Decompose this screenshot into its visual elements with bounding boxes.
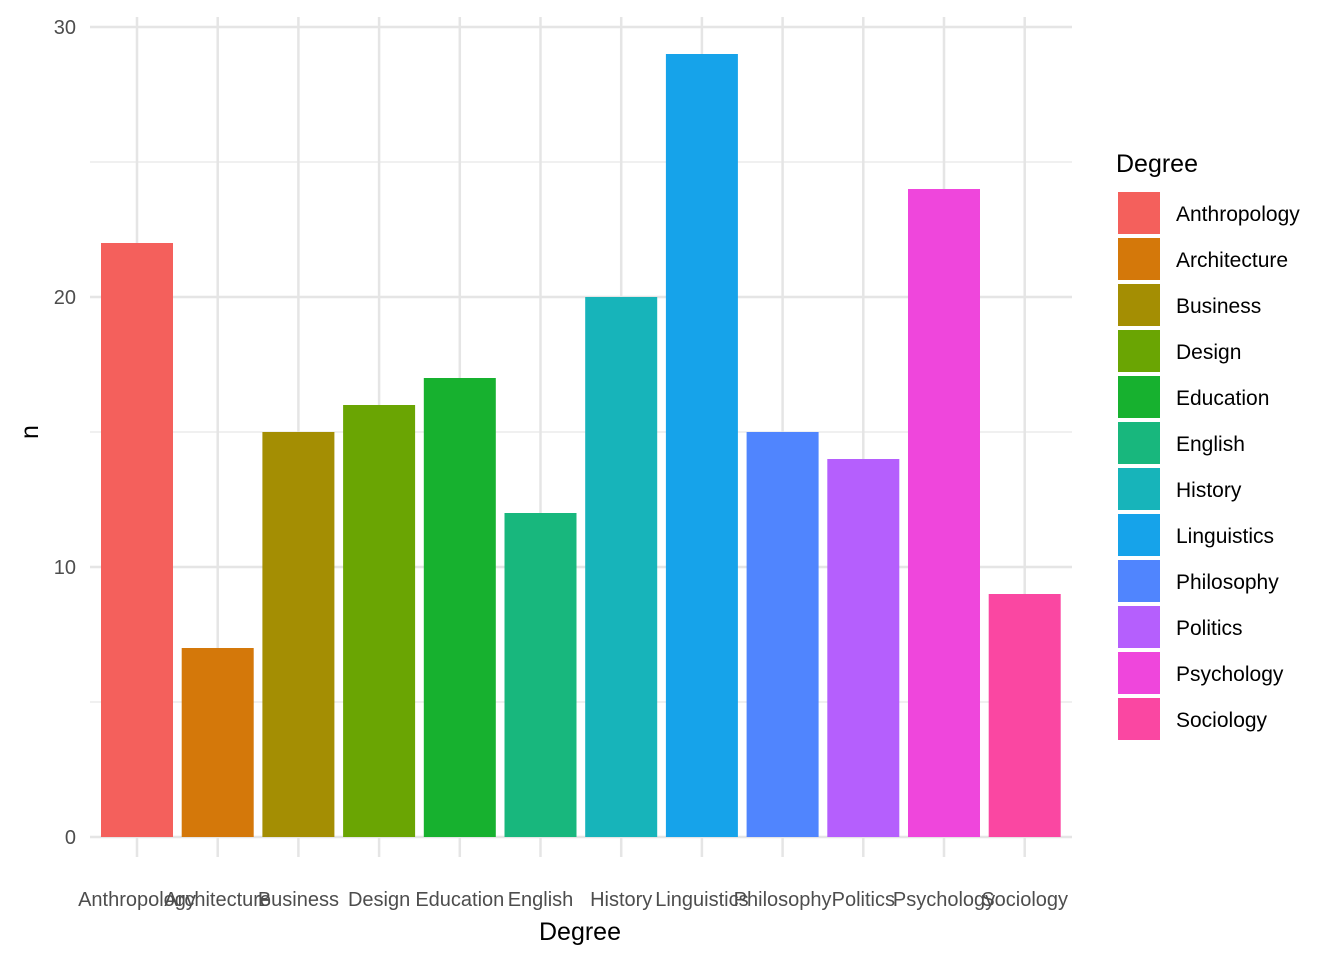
legend-label: Psychology (1176, 663, 1284, 686)
bar-history (585, 297, 658, 837)
legend-key-anthropology (1118, 192, 1160, 234)
legend-title: Degree (1116, 150, 1198, 178)
x-axis-title: Degree (539, 918, 621, 946)
bar-philosophy (746, 432, 819, 837)
legend-label: Business (1176, 295, 1261, 318)
legend-key-linguistics (1118, 514, 1160, 556)
legend-key-design (1118, 330, 1160, 372)
y-axis-title: n (16, 425, 44, 439)
legend-key-education (1118, 376, 1160, 418)
legend-key-sociology (1118, 698, 1160, 740)
y-tick-label: 20 (54, 287, 76, 309)
x-tick-label: Politics (832, 889, 895, 911)
bar-architecture (181, 648, 254, 837)
bar-sociology (988, 594, 1061, 837)
x-tick-label: Psychology (893, 889, 995, 911)
legend-label: Philosophy (1176, 571, 1279, 594)
legend-key-history (1118, 468, 1160, 510)
y-tick-label: 0 (65, 827, 76, 849)
legend-label: Education (1176, 387, 1269, 410)
legend-key-business (1118, 284, 1160, 326)
legend-label: English (1176, 433, 1245, 456)
x-tick-label: History (590, 889, 652, 911)
x-tick-label: Business (258, 889, 339, 911)
x-tick-label: Design (348, 889, 410, 911)
bar-business (262, 432, 335, 837)
bar-anthropology (101, 243, 173, 837)
bars (101, 54, 1061, 837)
x-tick-label: English (508, 889, 574, 911)
legend-label: Sociology (1176, 709, 1268, 732)
x-tick-label: Sociology (981, 889, 1068, 911)
legend-key-psychology (1118, 652, 1160, 694)
y-tick-label: 30 (54, 17, 76, 39)
legend-label: Design (1176, 341, 1241, 364)
legend-key-english (1118, 422, 1160, 464)
legend-label: Anthropology (1176, 203, 1300, 226)
x-tick-label: Philosophy (734, 889, 832, 911)
legend-key-politics (1118, 606, 1160, 648)
legend-label: Architecture (1176, 249, 1288, 272)
legend: Degree Anthropology Architecture Business D… (1116, 150, 1300, 740)
y-tick-label: 10 (54, 557, 76, 579)
legend-key-architecture (1118, 238, 1160, 280)
x-tick-label: Education (415, 889, 504, 911)
legend-label: Politics (1176, 617, 1243, 640)
legend-label: Linguistics (1176, 525, 1274, 548)
bar-politics (827, 459, 900, 837)
bar-linguistics (665, 54, 738, 837)
x-tick-label: Architecture (164, 889, 271, 911)
x-tick-label: Linguistics (655, 889, 748, 911)
bar-psychology (908, 189, 980, 837)
x-tick-label: Anthropology (78, 889, 196, 911)
y-axis-ticks: 0 10 20 30 (54, 17, 76, 849)
legend-label: History (1176, 479, 1242, 502)
bar-education (423, 378, 496, 837)
legend-key-philosophy (1118, 560, 1160, 602)
bar-english (504, 513, 577, 837)
bar-design (343, 405, 416, 837)
